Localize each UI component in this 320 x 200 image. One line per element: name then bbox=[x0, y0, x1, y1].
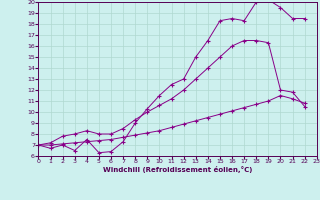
X-axis label: Windchill (Refroidissement éolien,°C): Windchill (Refroidissement éolien,°C) bbox=[103, 166, 252, 173]
